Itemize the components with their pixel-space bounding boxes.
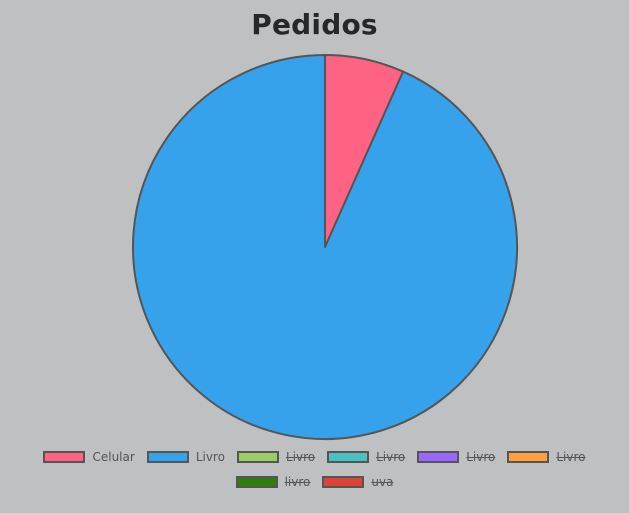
legend-swatch xyxy=(235,476,278,488)
legend-label: Livro xyxy=(466,450,496,464)
legend-label: Livro xyxy=(285,450,316,464)
legend-swatch xyxy=(507,451,550,463)
legend-label: livro xyxy=(284,475,311,489)
legend-item-uva-7[interactable]: uva xyxy=(322,474,393,490)
legend-label: Celular xyxy=(92,450,135,464)
legend-swatch xyxy=(327,451,370,463)
legend-item-livro-1[interactable]: Livro xyxy=(146,449,225,465)
legend-swatch xyxy=(236,451,279,463)
legend-item-livro-4[interactable]: Livro xyxy=(417,449,495,465)
legend-swatch xyxy=(146,451,189,463)
chart-legend: Celular Livro Livro Livro Livro Livro livro uva xyxy=(0,449,629,490)
legend-item-livro-3[interactable]: Livro xyxy=(327,449,405,465)
legend-label: Livro xyxy=(556,450,586,464)
legend-swatch xyxy=(322,476,365,488)
legend-swatch xyxy=(417,451,460,463)
legend-label: Livro xyxy=(195,450,225,464)
legend-item-celular-0[interactable]: Celular xyxy=(43,449,135,465)
chart-title: Pedidos xyxy=(251,8,378,41)
legend-swatch xyxy=(43,451,86,463)
legend-item-livro-5[interactable]: Livro xyxy=(507,449,586,465)
pie-slice-livro-1[interactable] xyxy=(132,54,518,440)
legend-item-livro-6[interactable]: livro xyxy=(235,474,311,490)
legend-label: Livro xyxy=(376,450,406,464)
legend-item-livro-2[interactable]: Livro xyxy=(236,449,316,465)
legend-label: uva xyxy=(371,475,394,489)
